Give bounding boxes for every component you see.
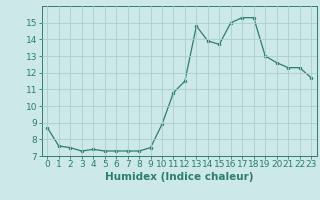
X-axis label: Humidex (Indice chaleur): Humidex (Indice chaleur) [105,172,253,182]
